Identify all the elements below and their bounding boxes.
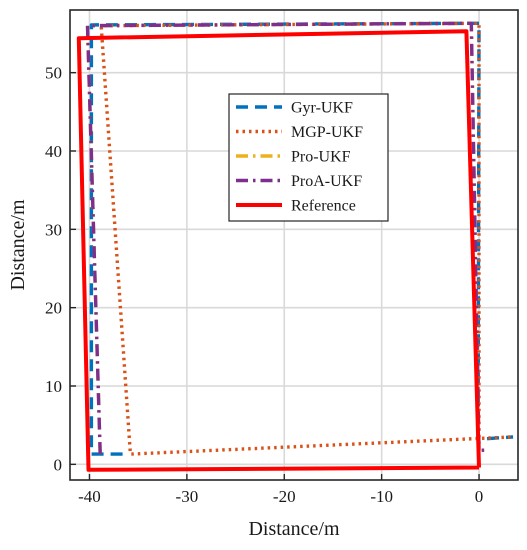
y-axis-label: Distance/m [7, 199, 29, 291]
y-tick-label: 50 [45, 64, 62, 83]
legend-label-proa-ukf: ProA-UKF [291, 173, 362, 190]
data-series [76, 21, 514, 472]
series-line-reference [76, 29, 481, 472]
series-line-proa-ukf [85, 21, 488, 455]
x-tick-label: -20 [273, 487, 296, 506]
y-tick-label: 20 [45, 299, 62, 318]
plot-frame [69, 9, 519, 481]
axis-ticks: -40 -30 -20 -10 0 0 10 20 30 40 50 [45, 64, 483, 506]
legend-label-reference: Reference [291, 198, 356, 215]
y-tick-label: 30 [45, 220, 62, 239]
x-tick-label: -10 [370, 487, 393, 506]
series-line-gyr-ukf [89, 21, 514, 456]
y-tick-label: 0 [54, 455, 63, 474]
legend-label-pro-ukf: Pro-UKF [291, 149, 351, 166]
y-tick-label: 40 [45, 142, 62, 161]
legend-label-mgp-ukf: MGP-UKF [291, 124, 363, 141]
x-tick-label: -30 [176, 487, 199, 506]
legend-label-gyr-ukf: Gyr-UKF [291, 100, 353, 117]
legend: Gyr-UKF MGP-UKF Pro-UKF ProA-UKF Reference [228, 93, 389, 222]
x-tick-label: 0 [475, 487, 484, 506]
y-tick-label: 10 [45, 377, 62, 396]
x-tick-label: -40 [78, 487, 101, 506]
x-axis-label: Distance/m [248, 518, 340, 540]
